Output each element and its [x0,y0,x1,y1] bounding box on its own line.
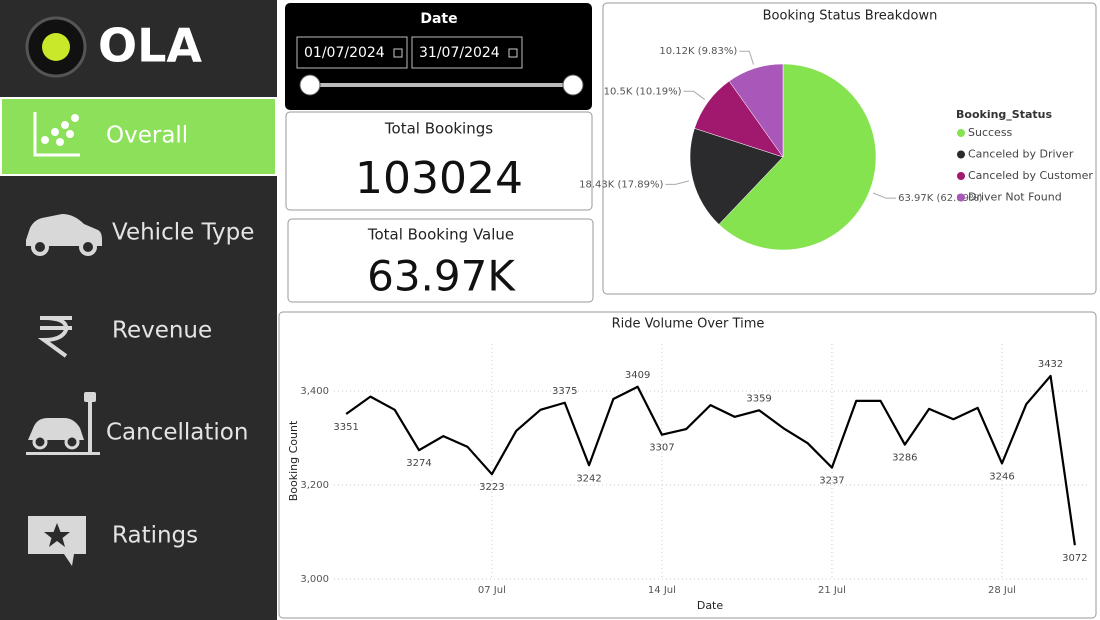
x-tick-label: 28 Jul [988,585,1016,596]
legend-marker [957,129,965,137]
x-tick-label: 07 Jul [478,585,506,596]
card [287,218,594,303]
calendar-icon[interactable] [393,48,403,58]
x-tick-label: 21 Jul [818,585,846,596]
data-label: 10.5K (10.19%) [604,86,682,97]
end-date-input[interactable] [411,36,523,69]
nav-item[interactable]: Overall [106,123,188,149]
start-date: 01/07/2024 [304,45,385,61]
slicer-title: Date [420,11,457,27]
data-label: 3072 [1062,553,1087,564]
icon-ratings [28,516,86,566]
legend-marker [957,193,965,202]
slider-handle[interactable] [562,74,584,96]
line-panel [278,311,1097,619]
legend-label: Canceled by Driver [968,148,1074,161]
icon-car [26,214,102,256]
leader-line [665,180,690,185]
leader-line [739,50,755,65]
data-label: 3432 [1038,359,1063,370]
nav-item[interactable]: Revenue [112,318,212,344]
pie-slice [689,128,784,225]
nav-item[interactable]: Vehicle Type [112,220,254,246]
legend-marker [957,172,965,180]
logo-ball [42,33,70,61]
data-label: 18.43K (17.89%) [579,179,663,190]
pie-slice [718,63,877,251]
data-label: 3409 [625,370,650,381]
data-label: 3359 [746,393,771,404]
nav-item[interactable]: Cancellation [106,420,248,446]
y-axis-title: Booking Count [287,420,300,501]
pie-slice [728,63,784,158]
legend-label: Success [968,126,1013,139]
card-value: 63.97K [367,252,516,301]
chart-title: Ride Volume Over Time [612,317,765,332]
data-label: 3274 [406,458,431,469]
data-label: 3242 [576,473,601,484]
data-label: 3223 [479,482,504,493]
legend-label: Driver Not Found [968,191,1062,204]
chart-title: Booking Status Breakdown [763,9,938,24]
legend-marker [957,150,965,159]
data-label: 3237 [819,476,844,487]
end-date: 31/07/2024 [419,45,500,61]
icon-rupee [37,316,72,358]
card-value: 103024 [355,153,523,204]
legend-title: Booking_Status [956,108,1052,121]
start-date-input[interactable] [296,36,408,69]
data-label: 3246 [989,471,1014,482]
data-label: 3375 [552,386,577,397]
leader-line [872,192,897,199]
card [285,111,593,211]
data-label: 3351 [333,422,358,433]
icon-cancellation [26,392,100,455]
calendar-icon[interactable] [508,48,518,58]
card-title: Total Booking Value [367,226,514,244]
y-tick-label: 3,200 [300,480,329,491]
leader-line [683,90,706,100]
x-axis-title: Date [697,599,724,612]
data-label: 3307 [649,443,674,454]
data-label: 3286 [892,453,917,464]
slider-handle[interactable] [299,74,321,96]
legend-label: Canceled by Customer [968,169,1093,182]
logo: OLA [25,16,202,78]
nav-item[interactable]: Ratings [112,523,198,549]
icon-overall [33,112,80,157]
card-title: Total Bookings [384,120,493,138]
line-series [345,374,1076,546]
data-label: 10.12K (9.83%) [659,46,737,57]
y-tick-label: 3,400 [300,386,329,397]
x-tick-label: 14 Jul [648,585,676,596]
data-label: 63.97K (62.09%) [898,193,982,204]
y-tick-label: 3,000 [300,574,329,585]
logo-text: OLA [98,19,202,73]
